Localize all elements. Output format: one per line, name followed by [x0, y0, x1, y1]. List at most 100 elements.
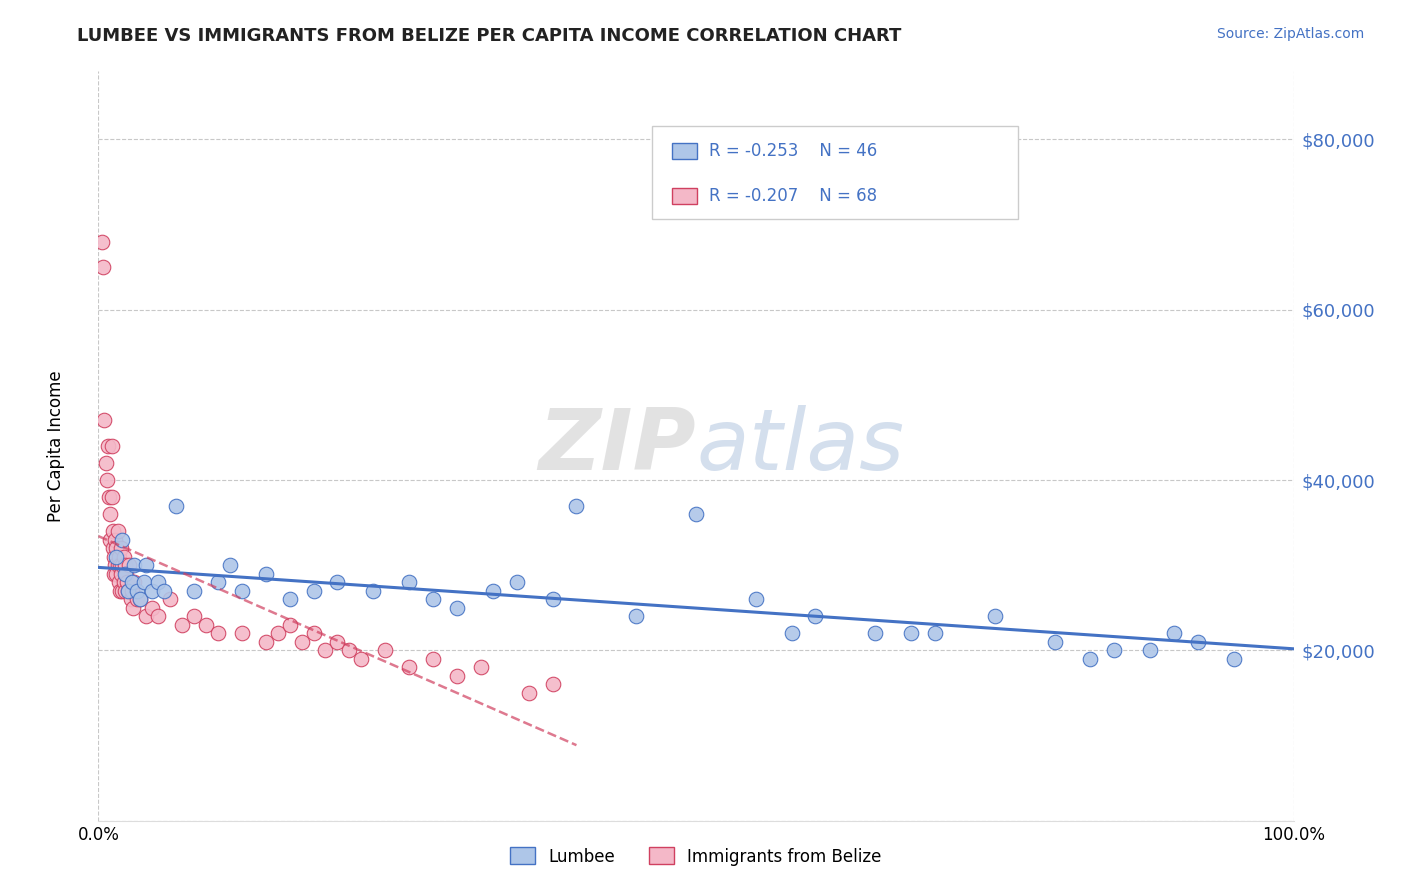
- Text: atlas: atlas: [696, 404, 904, 488]
- Point: [326, 575, 349, 590]
- Point: [132, 575, 155, 590]
- Point: [470, 660, 492, 674]
- Point: [141, 600, 163, 615]
- Point: [1043, 635, 1066, 649]
- Point: [506, 575, 529, 590]
- Point: [98, 490, 121, 504]
- Point: [207, 626, 229, 640]
- Point: [129, 592, 152, 607]
- Point: [398, 660, 420, 674]
- Point: [900, 626, 922, 640]
- Point: [97, 439, 120, 453]
- Point: [115, 575, 138, 590]
- Point: [135, 609, 157, 624]
- Point: [159, 592, 181, 607]
- Point: [350, 652, 373, 666]
- Point: [745, 592, 768, 607]
- Point: [865, 626, 887, 640]
- Point: [107, 558, 129, 573]
- Point: [111, 533, 134, 547]
- Point: [101, 524, 124, 538]
- Point: [231, 626, 253, 640]
- Point: [114, 583, 136, 598]
- Point: [219, 558, 242, 573]
- Point: [924, 626, 946, 640]
- Point: [267, 626, 290, 640]
- Point: [101, 541, 124, 556]
- Text: ZIP: ZIP: [538, 404, 696, 488]
- Point: [339, 643, 361, 657]
- Point: [135, 558, 157, 573]
- Point: [517, 686, 540, 700]
- Point: [122, 600, 145, 615]
- Point: [153, 583, 176, 598]
- Point: [254, 566, 277, 581]
- Point: [124, 558, 146, 573]
- Point: [98, 533, 122, 547]
- Point: [291, 635, 314, 649]
- Point: [100, 490, 122, 504]
- Point: [125, 583, 148, 598]
- Point: [541, 677, 564, 691]
- Point: [398, 575, 420, 590]
- Point: [1104, 643, 1126, 657]
- Point: [107, 575, 129, 590]
- Point: [111, 558, 134, 573]
- Point: [91, 260, 114, 275]
- Point: [112, 575, 135, 590]
- Point: [165, 499, 187, 513]
- Point: [91, 235, 114, 249]
- Point: [141, 583, 163, 598]
- Point: [422, 652, 444, 666]
- Point: [105, 541, 128, 556]
- Point: [254, 635, 277, 649]
- Point: [482, 583, 505, 598]
- Point: [105, 549, 128, 564]
- Point: [302, 583, 325, 598]
- Point: [108, 558, 131, 573]
- Point: [114, 558, 136, 573]
- Point: [104, 533, 127, 547]
- Point: [446, 669, 468, 683]
- Text: Per Capita Income: Per Capita Income: [48, 370, 65, 522]
- Point: [685, 507, 707, 521]
- Text: LUMBEE VS IMMIGRANTS FROM BELIZE PER CAPITA INCOME CORRELATION CHART: LUMBEE VS IMMIGRANTS FROM BELIZE PER CAP…: [77, 27, 901, 45]
- Point: [108, 583, 131, 598]
- Point: [626, 609, 648, 624]
- Point: [118, 558, 141, 573]
- Point: [195, 617, 218, 632]
- Point: [103, 549, 125, 564]
- Point: [363, 583, 385, 598]
- Point: [98, 507, 122, 521]
- Text: R = -0.207    N = 68: R = -0.207 N = 68: [709, 186, 877, 204]
- Point: [1080, 652, 1102, 666]
- Point: [121, 583, 143, 598]
- Point: [125, 592, 148, 607]
- Point: [302, 626, 325, 640]
- Point: [804, 609, 827, 624]
- Point: [129, 592, 152, 607]
- Point: [231, 583, 253, 598]
- Point: [148, 609, 170, 624]
- Point: [117, 583, 139, 598]
- Point: [984, 609, 1007, 624]
- Point: [1163, 626, 1185, 640]
- Point: [326, 635, 349, 649]
- Point: [780, 626, 803, 640]
- Point: [111, 583, 134, 598]
- Point: [121, 575, 143, 590]
- Point: [110, 541, 132, 556]
- Point: [183, 609, 205, 624]
- Point: [115, 566, 138, 581]
- Point: [100, 439, 122, 453]
- Point: [103, 566, 125, 581]
- Point: [183, 583, 205, 598]
- Point: [120, 592, 142, 607]
- Point: [93, 413, 115, 427]
- Legend: Lumbee, Immigrants from Belize: Lumbee, Immigrants from Belize: [503, 841, 889, 872]
- Point: [107, 549, 129, 564]
- Point: [278, 617, 301, 632]
- Point: [117, 583, 139, 598]
- Point: [565, 499, 588, 513]
- Text: Source: ZipAtlas.com: Source: ZipAtlas.com: [1216, 27, 1364, 41]
